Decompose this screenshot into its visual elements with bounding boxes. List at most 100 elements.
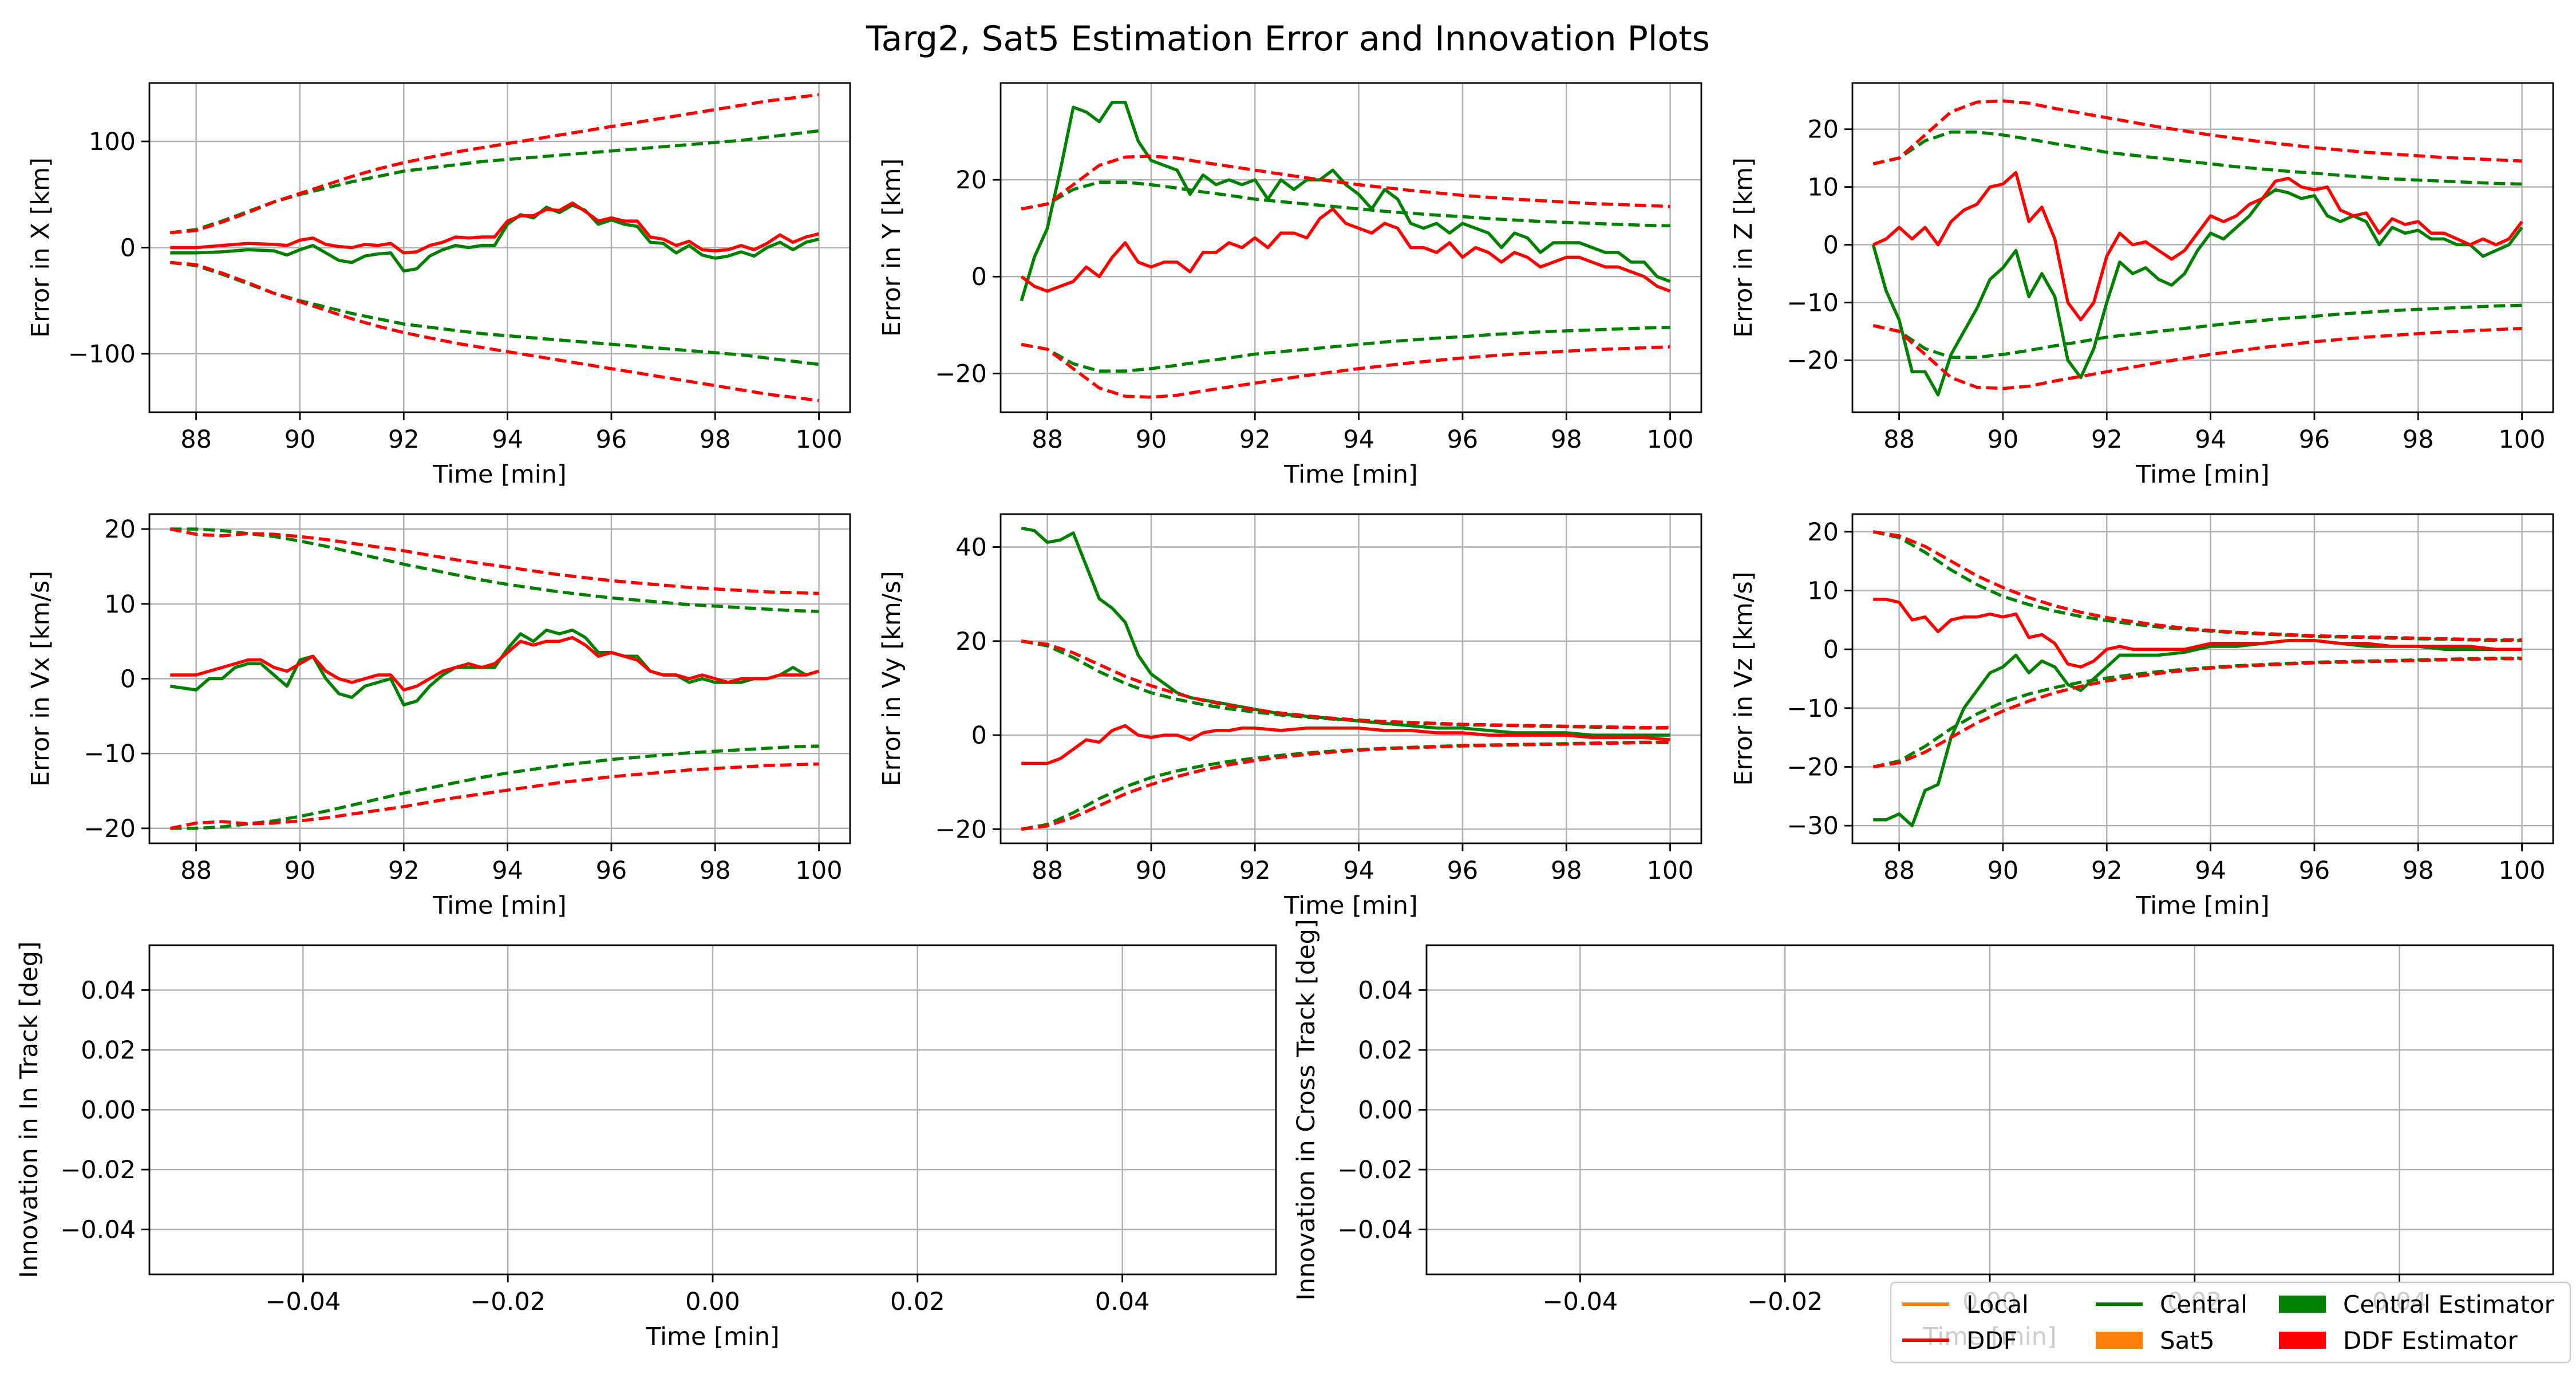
axes-frame — [1851, 82, 2554, 413]
series-group — [1872, 530, 2522, 827]
y-axis-label: Error in Vx [km/s] — [26, 571, 55, 787]
series-line-ddf-error — [1873, 598, 2522, 669]
legend-patch-handle — [2279, 1296, 2326, 1313]
y-tick-label: 0.02 — [1358, 1036, 1413, 1065]
legend-patch-handle — [2096, 1332, 2143, 1349]
x-tick-label: 92 — [1239, 856, 1271, 885]
x-tick-label: 90 — [1988, 856, 2019, 885]
x-tick-label: 0.02 — [890, 1288, 945, 1316]
y-tick-label: 0.02 — [81, 1036, 136, 1065]
series-line-central-bound — [1872, 130, 2522, 186]
series-line-central-bound — [1021, 326, 1670, 373]
x-tick-label: 92 — [388, 425, 420, 454]
x-tick-label: 88 — [180, 425, 212, 454]
x-tick-label: 88 — [1883, 856, 1915, 885]
axes-frame — [999, 82, 1702, 413]
y-tick-label: 100 — [89, 128, 136, 156]
series-line-ddf-bound — [1872, 99, 2522, 165]
y-tick-label: −20 — [1787, 753, 1839, 782]
x-tick-label: 90 — [285, 856, 316, 885]
series-line-central-error — [1020, 101, 1671, 302]
y-tick-label: 40 — [955, 534, 987, 562]
y-tick-label: −0.02 — [60, 1156, 136, 1185]
series-line-central-bound — [1021, 180, 1670, 228]
x-axis-label: Time [min] — [432, 891, 567, 920]
x-axis-label: Time [min] — [432, 460, 567, 489]
legend: Local DDF Central Sat5 Central Estimator DDF … — [1890, 1281, 2571, 1364]
y-tick-label: 0 — [971, 263, 987, 291]
x-tick-label: 90 — [1136, 856, 1167, 885]
series-line-ddf-bound — [1021, 639, 1670, 729]
y-tick-label: 0.04 — [81, 976, 136, 1005]
x-tick-label: 92 — [388, 856, 420, 885]
x-tick-label: 96 — [1447, 425, 1479, 454]
x-tick-label: −0.04 — [1542, 1288, 1618, 1316]
y-axis-label: Innovation in In Track [deg] — [15, 941, 44, 1278]
y-tick-label: −0.04 — [60, 1216, 136, 1245]
x-tick-label: 100 — [2499, 856, 2546, 885]
x-axis-label: Time [min] — [2135, 891, 2270, 920]
series-line-ddf-bound — [1872, 530, 2522, 642]
x-tick-label: 100 — [1647, 425, 1694, 454]
x-tick-label: 88 — [1032, 425, 1063, 454]
series-line-ddf-error — [1021, 724, 1670, 765]
legend-label: DDF — [1966, 1326, 2017, 1355]
series-line-central-bound — [170, 744, 819, 830]
x-tick-label: 90 — [1988, 425, 2019, 454]
y-tick-label: −10 — [1787, 289, 1839, 317]
x-tick-label: 96 — [2299, 856, 2330, 885]
legend-label: Sat5 — [2160, 1326, 2215, 1355]
legend-box — [1890, 1281, 2571, 1364]
subplot-vy: 88 90 92 94 96 98 100 −20 0 20 40 Time [min] Error i… — [878, 513, 1702, 920]
y-tick-label: −100 — [68, 340, 136, 369]
y-tick-label: 0.00 — [1358, 1096, 1413, 1125]
x-tick-label: 100 — [796, 856, 843, 885]
subplot-crosstrack: −0.04−0.020.000.020.04−0.04−0.020.000.02… — [1292, 919, 2554, 1351]
legend-label: Local — [1966, 1290, 2029, 1318]
plot-area — [1001, 83, 1701, 412]
series-line-ddf-bound — [1021, 154, 1670, 211]
y-tick-label: 20 — [104, 515, 136, 544]
figure-title: Targ2, Sat5 Estimation Error and Innovat… — [866, 19, 1710, 59]
x-tick-label: 98 — [1551, 425, 1582, 454]
x-tick-label: −0.04 — [265, 1288, 341, 1316]
series-line-ddf-bound — [169, 527, 819, 595]
x-tick-label: 96 — [2299, 425, 2330, 454]
y-tick-label: 20 — [1807, 116, 1839, 144]
series-line-ddf-bound — [1872, 324, 2522, 390]
y-tick-label: 0 — [1823, 635, 1839, 664]
series-group — [1871, 99, 2523, 397]
x-tick-label: 100 — [796, 425, 843, 454]
x-tick-label: 100 — [1647, 856, 1694, 885]
plot-area — [1001, 514, 1701, 843]
subplot-intrack: −0.04 −0.02 0.00 0.02 0.04 −0.04 −0.02 0.00 0.02… — [15, 941, 1277, 1351]
series-line-ddf-bound — [1021, 342, 1670, 399]
series-group — [1020, 101, 1671, 399]
series-line-ddf-bound — [1872, 657, 2522, 769]
y-tick-label: 0.00 — [81, 1096, 136, 1125]
x-tick-label: −0.02 — [1747, 1288, 1823, 1316]
x-tick-label: 94 — [492, 856, 523, 885]
x-tick-label: 92 — [2091, 856, 2123, 885]
legend-label: DDF Estimator — [2343, 1326, 2518, 1355]
series-line-central-bound — [1872, 530, 2522, 642]
x-tick-label: 88 — [180, 856, 212, 885]
y-tick-label: −10 — [1787, 694, 1839, 723]
series-line-ddf-bound — [170, 260, 819, 402]
y-axis-label: Error in Vz [km/s] — [1729, 571, 1758, 785]
x-tick-label: 0.00 — [685, 1288, 740, 1316]
series-line-ddf-error — [170, 635, 820, 692]
legend-patch-handle — [2279, 1332, 2326, 1349]
x-tick-label: 94 — [2195, 425, 2226, 454]
y-tick-label: 10 — [1807, 577, 1839, 605]
x-tick-label: 0.04 — [1095, 1288, 1150, 1316]
x-tick-label: 94 — [1343, 856, 1374, 885]
series-line-central-error — [1873, 639, 2522, 827]
x-tick-label: 90 — [1136, 425, 1167, 454]
subplot-x: 88 90 92 94 96 98 100 −100 0 100 Time [min] Error i… — [26, 82, 851, 489]
series-line-central-error — [1871, 188, 2523, 397]
x-tick-label: 96 — [596, 425, 627, 454]
x-axis-label: Time [min] — [645, 1322, 780, 1351]
y-tick-label: −20 — [935, 360, 987, 388]
y-axis-label: Innovation in Cross Track [deg] — [1292, 919, 1321, 1301]
